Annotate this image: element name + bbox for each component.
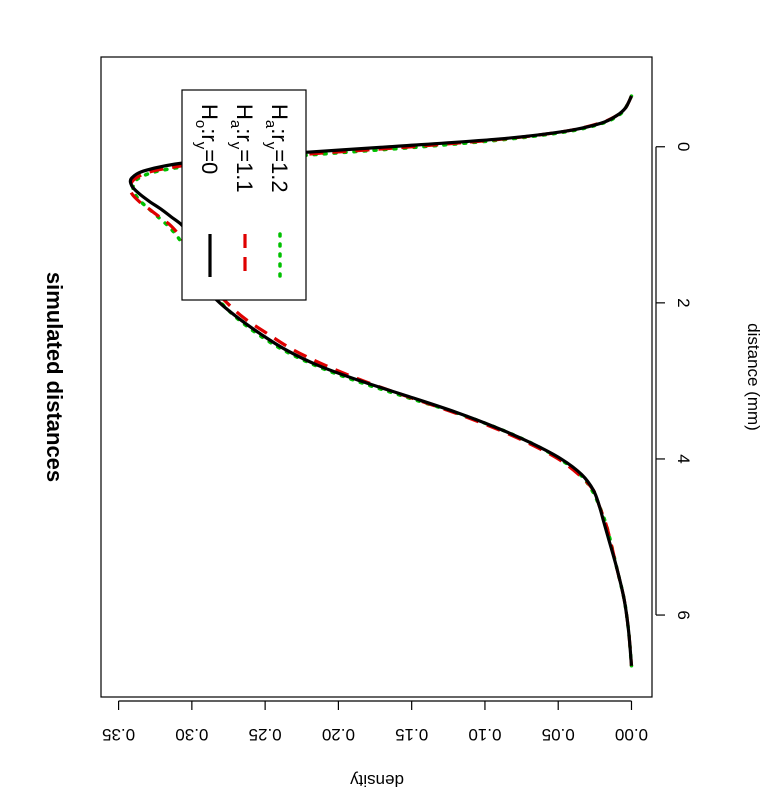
y-tick-label: 0.35 — [102, 725, 135, 744]
y-tick-label: 0.25 — [249, 725, 282, 744]
legend-text: H — [197, 104, 222, 120]
y-tick-label: 0.30 — [175, 725, 208, 744]
x-tick-label: 4 — [674, 454, 693, 463]
legend-subscript: o — [192, 120, 209, 128]
legend-text: :r — [232, 128, 257, 141]
legend-text: =1.2 — [267, 149, 292, 192]
legend-text: :r — [267, 128, 292, 141]
x-axis: 0 2 4 6 — [655, 142, 693, 620]
y-axis-label: density — [350, 771, 404, 790]
x-axis-label: distance (mm) — [744, 323, 763, 431]
legend-label: Ha:ry=1.2 — [262, 104, 292, 193]
y-tick-label: 0.05 — [542, 725, 575, 744]
x-tick-label: 6 — [674, 610, 693, 619]
legend-subscript: a — [262, 120, 279, 129]
chart-title: simulated distances — [42, 272, 67, 482]
legend-label: Ha:ry=1.1 — [227, 104, 257, 193]
legend: Ho:ry=0Ha:ry=1.1Ha:ry=1.2 — [181, 89, 307, 301]
legend-text: :r — [197, 128, 222, 141]
y-axis: 0.00 0.05 0.10 0.15 0.20 0.25 0.30 0.35 — [102, 700, 648, 744]
plot-frame — [100, 56, 653, 698]
y-tick-label: 0.10 — [468, 725, 501, 744]
legend-label: Ho:ry=0 — [192, 104, 222, 174]
y-tick-label: 0.00 — [615, 725, 648, 744]
legend-subscript: y — [192, 142, 209, 150]
legend-text: H — [267, 104, 292, 120]
legend-text: =0 — [197, 149, 222, 174]
legend-subscript: y — [227, 142, 244, 150]
legend-subscript: a — [227, 120, 244, 129]
legend-text: H — [232, 104, 257, 120]
legend-subscript: y — [262, 142, 279, 150]
x-tick-label: 2 — [674, 298, 693, 307]
x-tick-label: 0 — [674, 142, 693, 151]
y-tick-label: 0.15 — [395, 725, 428, 744]
y-tick-label: 0.20 — [322, 725, 355, 744]
legend-text: =1.1 — [232, 149, 257, 192]
